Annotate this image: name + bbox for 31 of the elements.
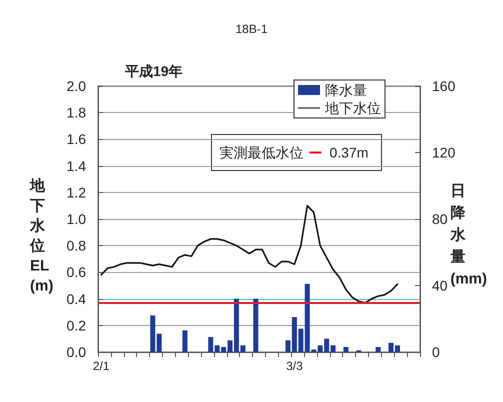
x-tick-label: 3/3 bbox=[286, 359, 304, 373]
y2-tick-label: 120 bbox=[432, 144, 456, 160]
bar bbox=[376, 347, 381, 352]
y2-axis-title: 日降水量(mm) bbox=[449, 182, 488, 288]
y2-tick-label: 80 bbox=[432, 211, 448, 227]
y-tick-label: 0.6 bbox=[66, 264, 86, 280]
y-tick-label: 1.8 bbox=[66, 104, 86, 121]
y2-tick-label: 160 bbox=[432, 78, 456, 94]
chart-title: 18B-1 bbox=[235, 22, 268, 36]
y-tick-label: 2.0 bbox=[66, 78, 86, 94]
y-tick-label: 1.4 bbox=[66, 158, 86, 174]
chart-subtitle: 平成19年 bbox=[124, 63, 183, 79]
legend-label: 地下水位 bbox=[324, 100, 381, 116]
y-tick-label: 0.8 bbox=[66, 238, 86, 254]
x-tick-label: 2/1 bbox=[92, 359, 110, 373]
y2-tick-label: 40 bbox=[432, 278, 448, 294]
y-tick-label: 0.4 bbox=[66, 290, 86, 307]
bar bbox=[343, 347, 348, 352]
y-tick-label: 0.2 bbox=[66, 317, 86, 334]
legend-label: 降水量 bbox=[325, 82, 367, 98]
y2-tick-label: 0 bbox=[432, 344, 440, 360]
y-tick-label: 1.0 bbox=[66, 211, 86, 227]
line-series bbox=[100, 204, 398, 304]
annotation: 実測最低水位 bbox=[220, 144, 304, 160]
y-tick-label: 0.0 bbox=[66, 344, 86, 360]
bar bbox=[182, 330, 188, 352]
y-axis-title: 地下水位EL(m) bbox=[29, 178, 54, 294]
annotation: 0.37m bbox=[330, 144, 368, 160]
bar bbox=[253, 298, 258, 352]
y-tick-label: 1.6 bbox=[66, 131, 86, 148]
y-tick-label: 1.2 bbox=[66, 184, 86, 200]
